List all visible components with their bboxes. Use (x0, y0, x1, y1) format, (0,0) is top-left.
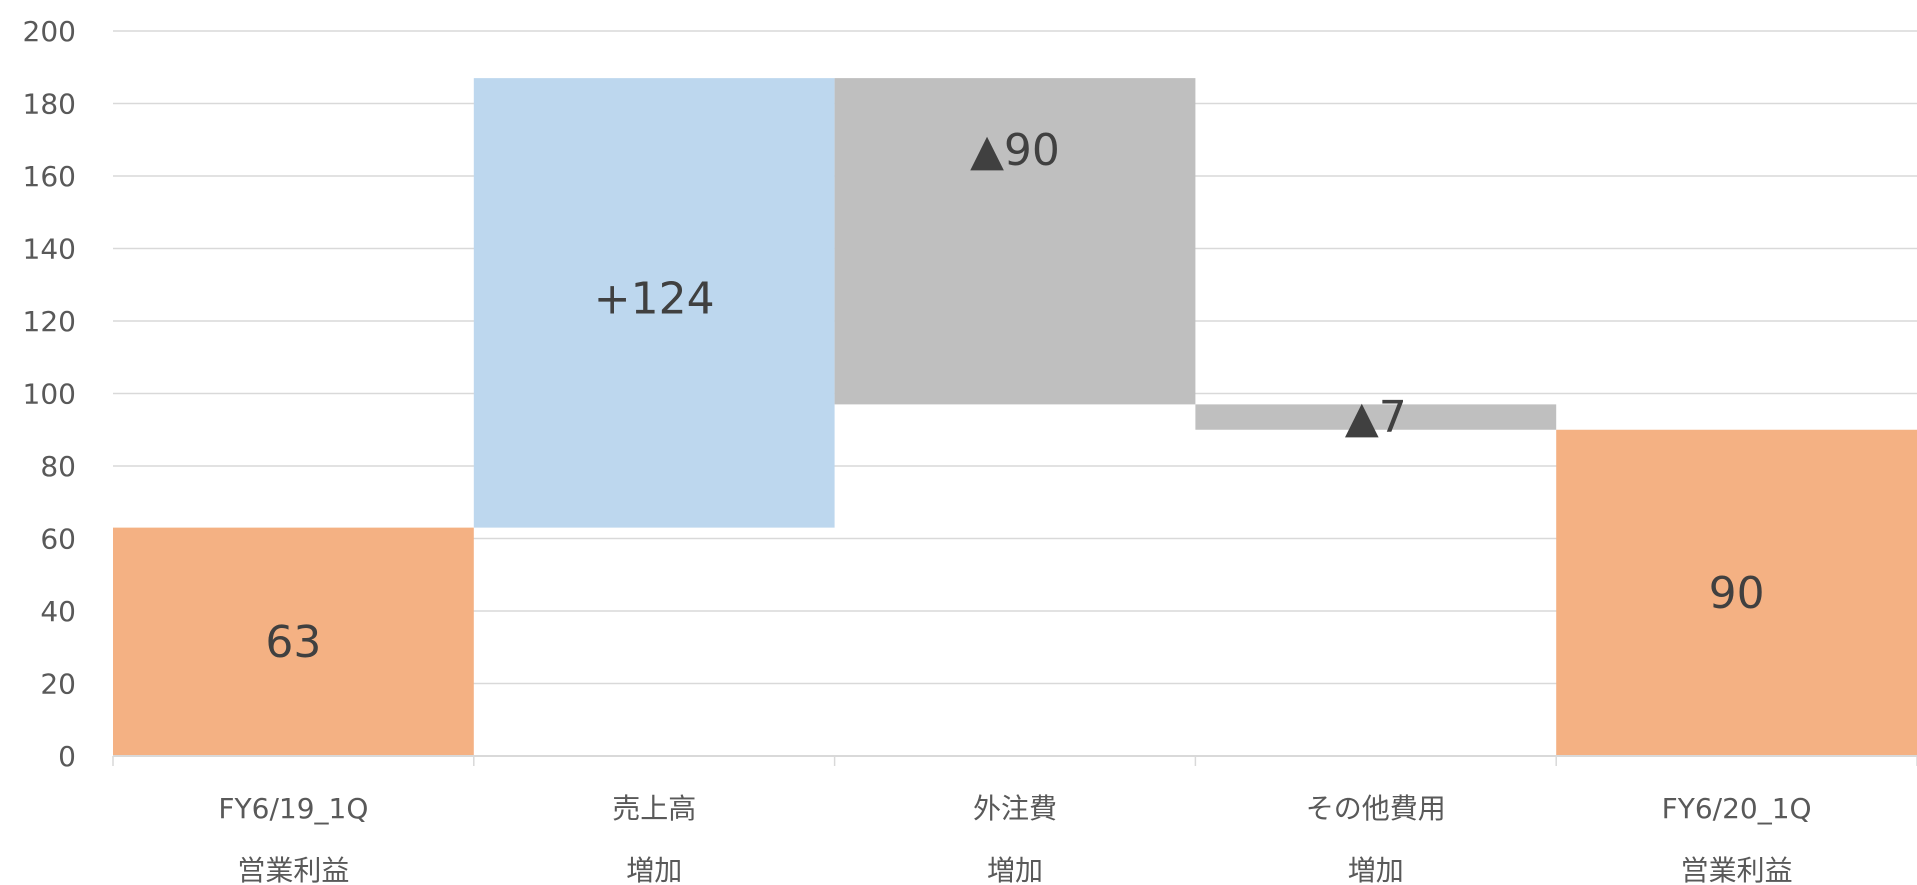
category-label: 増加 (987, 854, 1043, 885)
category-label: 営業利益 (237, 854, 349, 885)
category-label: 増加 (1348, 854, 1404, 885)
y-tick-label: 60 (40, 523, 76, 556)
bar-total (113, 527, 474, 756)
data-labels: 63 +124 ▲90 ▲7 90 (265, 125, 1764, 668)
data-label: ▲7 (1345, 392, 1407, 443)
category-label: FY6/19_1Q (218, 792, 368, 825)
y-tick-label: 100 (23, 378, 76, 411)
data-label: 90 (1709, 568, 1765, 619)
bar-total (1556, 429, 1917, 756)
y-axis-ticks: 0 20 40 60 80 100 120 140 160 180 200 (23, 15, 76, 773)
bars (113, 78, 1917, 756)
category-label: 外注費 (973, 792, 1057, 825)
category-label: 営業利益 (1681, 854, 1793, 885)
y-tick-label: 80 (40, 450, 76, 483)
data-label: ▲90 (970, 125, 1060, 176)
y-tick-label: 20 (40, 668, 76, 701)
y-tick-label: 140 (23, 233, 76, 266)
bar-decrease (834, 78, 1196, 405)
y-tick-label: 40 (40, 595, 76, 628)
bar-decrease (1195, 404, 1557, 430)
data-label: +124 (594, 273, 715, 324)
data-label: 63 (265, 617, 321, 668)
y-tick-label: 180 (23, 88, 76, 121)
category-label: 増加 (626, 854, 682, 885)
y-tick-label: 120 (23, 305, 76, 338)
category-label: その他費用 (1306, 792, 1446, 825)
y-tick-label: 0 (58, 740, 76, 773)
y-tick-label: 200 (23, 15, 76, 48)
y-tick-label: 160 (23, 160, 76, 193)
bar-increase (473, 78, 835, 528)
category-label: FY6/20_1Q (1662, 792, 1812, 825)
category-label: 売上高 (612, 792, 696, 825)
